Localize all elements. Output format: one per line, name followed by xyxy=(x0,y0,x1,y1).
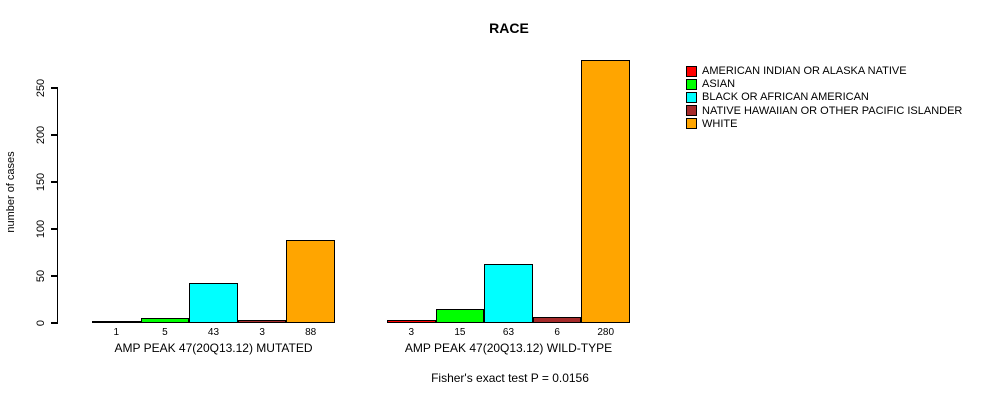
legend-swatch-0 xyxy=(686,65,697,77)
legend-label-2: BLACK OR AFRICAN AMERICAN xyxy=(702,91,869,104)
bar-wildtype-1 xyxy=(435,308,485,323)
bar-value-label: 5 xyxy=(162,327,168,338)
legend-swatch-3 xyxy=(686,105,697,117)
bar-value-label: 63 xyxy=(502,327,515,338)
legend-item-0: AMERICAN INDIAN OR ALASKA NATIVE xyxy=(686,65,907,77)
legend-label-4: WHITE xyxy=(702,117,738,130)
bar-wildtype-4 xyxy=(581,59,630,323)
bar-mutated-3 xyxy=(237,320,287,323)
y-tick-mark xyxy=(50,87,58,89)
y-axis-line xyxy=(56,88,59,324)
legend-label-3: NATIVE HAWAIIAN OR OTHER PACIFIC ISLANDE… xyxy=(702,104,963,117)
legend-item-1: ASIAN xyxy=(686,78,735,90)
legend-item-4: WHITE xyxy=(686,118,737,130)
bar-mutated-1 xyxy=(140,318,190,323)
bar-value-label: 3 xyxy=(259,327,265,338)
y-tick-mark xyxy=(50,275,58,277)
y-tick-mark xyxy=(50,322,58,324)
bar-wildtype-3 xyxy=(532,317,582,323)
footnote-text: Fisher's exact test P = 0.0156 xyxy=(431,371,589,385)
y-tick-mark xyxy=(50,181,58,183)
legend-item-2: BLACK OR AFRICAN AMERICAN xyxy=(686,91,869,103)
bar-mutated-2 xyxy=(189,282,238,323)
bar-wildtype-0 xyxy=(387,320,436,323)
legend-label-1: ASIAN xyxy=(702,78,736,91)
bar-value-label: 15 xyxy=(454,327,466,338)
bar-wildtype-2 xyxy=(484,263,533,323)
legend-item-3: NATIVE HAWAIIAN OR OTHER PACIFIC ISLANDE… xyxy=(686,105,962,117)
legend-label-0: AMERICAN INDIAN OR ALASKA NATIVE xyxy=(702,65,907,77)
group-label-wildtype: AMP PEAK 47(20Q13.12) WILD-TYPE xyxy=(404,341,613,355)
group-label-mutated: AMP PEAK 47(20Q13.12) MUTATED xyxy=(114,341,313,355)
legend-swatch-2 xyxy=(686,91,697,103)
bar-value-label: 280 xyxy=(597,327,615,338)
bar-value-label: 88 xyxy=(305,327,317,338)
bar-value-label: 6 xyxy=(554,327,560,338)
y-tick-mark xyxy=(50,228,58,230)
y-tick-mark xyxy=(50,134,58,136)
legend-swatch-1 xyxy=(686,78,697,90)
bar-value-label: 3 xyxy=(408,327,415,338)
bar-value-label: 43 xyxy=(207,327,220,338)
bar-mutated-4 xyxy=(286,240,335,323)
bar-mutated-0 xyxy=(92,321,141,323)
chart-title: RACE xyxy=(489,20,529,36)
legend-swatch-4 xyxy=(686,118,697,130)
bar-value-label: 1 xyxy=(113,327,120,338)
